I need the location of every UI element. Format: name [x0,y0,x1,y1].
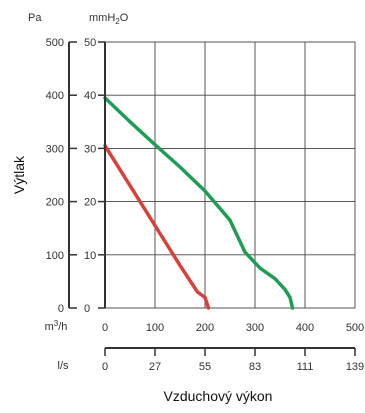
mmh2o-tick-label: 30 [84,143,96,155]
pa-tick-label: 200 [46,197,64,209]
pa-tick-label: 300 [46,143,64,155]
m3h-tick-label: 400 [296,322,314,334]
mmh2o-tick-label: 40 [84,90,96,102]
mmh2o-tick-label: 20 [84,197,96,209]
pa-tick-label: 0 [58,303,64,315]
x-axis-title: Vzduchový výkon [164,388,273,404]
ls-tick-label: 111 [297,361,314,373]
m3h-axis-ticks: 0 100 200 300 400 500 [102,322,364,334]
series-curve-2 [103,96,295,310]
plot-grid [104,41,356,309]
pa-tick-label: 400 [46,90,64,102]
m3h-tick-label: 0 [102,322,108,334]
plot-frame [104,41,356,309]
m3h-tick-label: 300 [246,322,264,334]
mmh2o-unit-label: mmH2O [89,12,129,26]
ls-tick-label: 55 [199,361,211,373]
m3h-tick-label: 200 [196,322,214,334]
mmh2o-tick-label: 0 [84,303,90,315]
pa-tick-label: 500 [46,37,64,49]
mmh2o-tick-label: 10 [84,250,96,262]
m3h-tick-label: 100 [146,322,164,334]
ls-axis-ticks: 0 27 55 83 111 139 [102,348,364,373]
pa-axis-ticks: 500 400 300 200 100 0 [46,37,77,315]
pa-tick-label: 100 [46,250,64,262]
ls-tick-label: 0 [102,361,108,373]
m3h-unit-label: m3/h [45,319,68,333]
mmh2o-tick-label: 50 [84,37,96,49]
series-layer [103,96,295,310]
ls-tick-label: 83 [249,361,261,373]
m3h-tick-label: 500 [346,322,364,334]
y-axis-title: Výtlak [11,155,27,194]
ls-tick-label: 27 [149,361,161,373]
series-curve-1 [103,143,211,310]
mmh2o-axis-ticks: 50 40 30 20 10 0 [84,37,105,315]
pa-unit-label: Pa [28,12,42,24]
ls-tick-label: 139 [346,361,364,373]
ls-unit-label: l/s [58,360,70,372]
